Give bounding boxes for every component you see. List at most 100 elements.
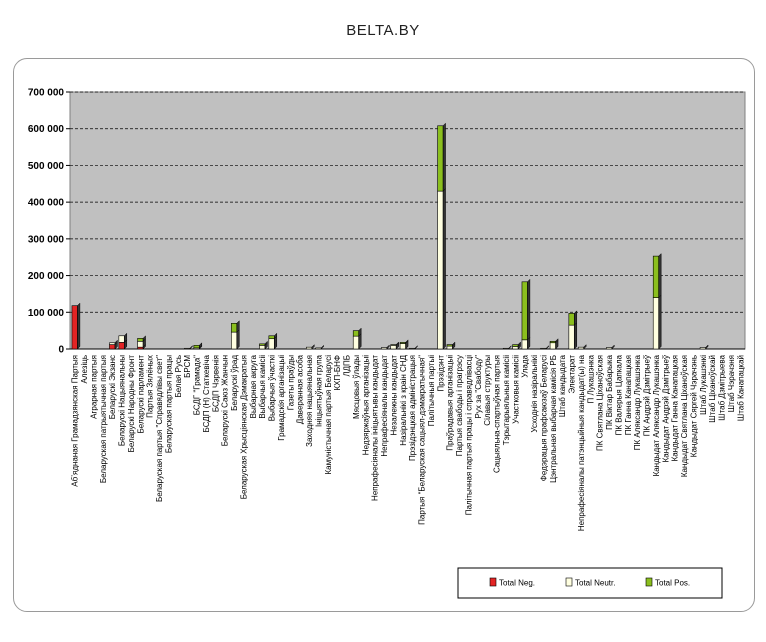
x-category-label: БСДП (Н) Статкевіча <box>202 354 211 432</box>
bar-segment <box>652 297 659 350</box>
bar-segment <box>109 342 116 345</box>
x-category-label: ПК Валерыя Цапкала <box>614 354 623 435</box>
legend-label: Total Neg. <box>499 579 535 588</box>
y-tick-label: 400 000 <box>28 198 65 209</box>
x-category-label: Кандыдат Сяргей Чэрачэнь <box>689 355 698 457</box>
x-category-label: Абʼяднаная Грамадзянская Партыя <box>71 355 80 487</box>
x-category-label: Непрафесіяналы кандыдат <box>380 355 389 457</box>
x-category-label: Беларуская Хрысціянская Дэмакратыя <box>239 355 248 499</box>
bar-segment <box>137 340 144 348</box>
bar-segment <box>390 345 397 350</box>
x-category-label: Аграрная партыя <box>89 355 98 419</box>
bar-segment <box>549 342 556 350</box>
x-category-label: Штаб Канапацкай <box>736 355 745 421</box>
bar-segment <box>381 347 388 350</box>
legend-swatch <box>645 577 653 587</box>
bar-side <box>527 278 531 341</box>
x-category-label: Выбарчыя ўчасткі <box>268 355 277 421</box>
bar-segment <box>512 344 519 347</box>
legend-swatch <box>489 577 497 587</box>
bar-segment <box>259 345 266 350</box>
legend-swatch <box>565 577 573 587</box>
x-category-label: Кандыдат Андрэй Дзмітрыеў <box>661 355 670 462</box>
bar-segment <box>568 324 575 350</box>
x-category-label: ПК Святлана Ціханоўская <box>596 355 605 451</box>
x-category-label: Беларуская партыя "Справядлівы свет" <box>155 355 164 502</box>
bar-segment <box>606 347 613 350</box>
bar-segment <box>540 347 547 350</box>
bar-side <box>442 188 446 350</box>
x-category-label: БСДП Чэрвенія <box>211 355 220 412</box>
x-category-label: Незалежны кандыдат <box>389 355 398 436</box>
y-tick-label: 0 <box>58 345 64 356</box>
x-category-label: ПК Ганна Канапацкая <box>624 355 633 435</box>
x-category-label: Партыя свабоды і прагрэсу <box>455 355 464 456</box>
bar-segment <box>184 347 191 350</box>
x-category-label: Газеты праўды <box>286 355 295 411</box>
x-category-label: Белая Русь <box>174 355 183 398</box>
x-category-label: Беларуская партыя працы <box>164 355 173 453</box>
bar-segment <box>118 342 125 350</box>
x-category-label: Палітычныя партыі <box>427 355 436 426</box>
x-category-label: Участковыя камісіі <box>511 355 520 424</box>
bar-segment <box>568 313 575 326</box>
x-category-label: Рух за "Свабоду" <box>474 355 483 419</box>
bar-side <box>442 122 446 192</box>
x-category-label: Штаб Дзмітрыева <box>718 354 727 420</box>
bar-segment <box>549 340 556 344</box>
x-category-label: Штаб Чэрачэня <box>727 355 736 412</box>
x-category-label: Даверанная асоба <box>296 354 305 424</box>
x-category-label: Недзяржаўныя арганізацыі <box>361 355 370 455</box>
bar-segment <box>502 347 509 350</box>
y-tick-label: 300 000 <box>28 234 65 245</box>
bar-segment <box>521 339 528 350</box>
x-category-label: Заходняя нацыянальная <box>305 355 314 447</box>
bar-segment <box>268 335 275 340</box>
x-category-label: Беларускі ўрад <box>230 355 239 411</box>
bar-segment <box>137 338 144 342</box>
x-category-label: Штаб Лукашэнкі <box>699 355 708 415</box>
x-category-label: Сілавыя структуры <box>483 355 492 426</box>
x-category-label: Партыя "Беларуская сацыял-дэмакратычная" <box>418 355 427 525</box>
bar-segment <box>399 343 406 350</box>
x-category-label: Улада <box>521 354 530 377</box>
x-category-label: БРСМ <box>183 355 192 378</box>
site-brand: BELTA.BY <box>346 22 420 39</box>
x-category-label: Алезіць <box>80 355 89 383</box>
x-category-label: ПК Аляксандр Лукашэнка <box>633 354 642 450</box>
bar-segment <box>109 344 116 350</box>
x-category-label: Назіральнікі з краін СНД <box>399 354 408 445</box>
x-category-label: Прэзідэнт <box>436 355 445 392</box>
x-category-label: Беларускі Нацыянальны <box>118 355 127 446</box>
x-category-label: Федэрацыя прафсаюзаў Беларусі <box>539 355 548 481</box>
bar-segment <box>512 346 519 350</box>
x-category-label: Прэзідэнцкая адміністрацыя <box>408 355 417 461</box>
legend-label: Total Neutr. <box>575 579 615 588</box>
bar-segment <box>446 345 453 350</box>
bar-segment <box>437 190 444 350</box>
x-category-label: Праўрадавыя арганізацыі <box>446 355 455 451</box>
x-category-label: Штаб кандыдата <box>558 354 567 417</box>
bar-side <box>658 253 662 299</box>
x-category-label: БСДГ "Грамада" <box>193 355 202 415</box>
x-category-label: Беларускі Саюз Жанчын <box>221 355 230 446</box>
bar-segment <box>577 346 584 350</box>
x-category-label: Беларуская патрыятычная партыя <box>99 355 108 483</box>
x-category-label: Непрафесіяналы патэнцыйныя кандыдат(ы) н… <box>577 354 586 531</box>
x-category-label: Кандыдат Святлана Ціханоўская <box>680 355 689 477</box>
y-tick-label: 600 000 <box>28 124 65 135</box>
x-category-label: Партыя Зялёных <box>146 355 155 418</box>
x-category-label: Цэнтральная выбарчая камісія РБ <box>549 355 558 483</box>
bar-segment <box>390 344 397 346</box>
bar-segment <box>446 344 453 347</box>
x-category-label: Непрафесіяналы ініцыятывы кандыдат <box>371 355 380 501</box>
bar-segment <box>409 347 416 350</box>
x-category-label: ПК Віктар Бабарыка <box>605 354 614 429</box>
bar-segment <box>315 347 322 350</box>
bar-segment <box>306 346 313 350</box>
x-category-label: КХП-БНФ <box>333 355 342 391</box>
y-tick-label: 200 000 <box>28 271 65 282</box>
bar-side <box>236 329 240 350</box>
bar-segment <box>231 331 238 350</box>
